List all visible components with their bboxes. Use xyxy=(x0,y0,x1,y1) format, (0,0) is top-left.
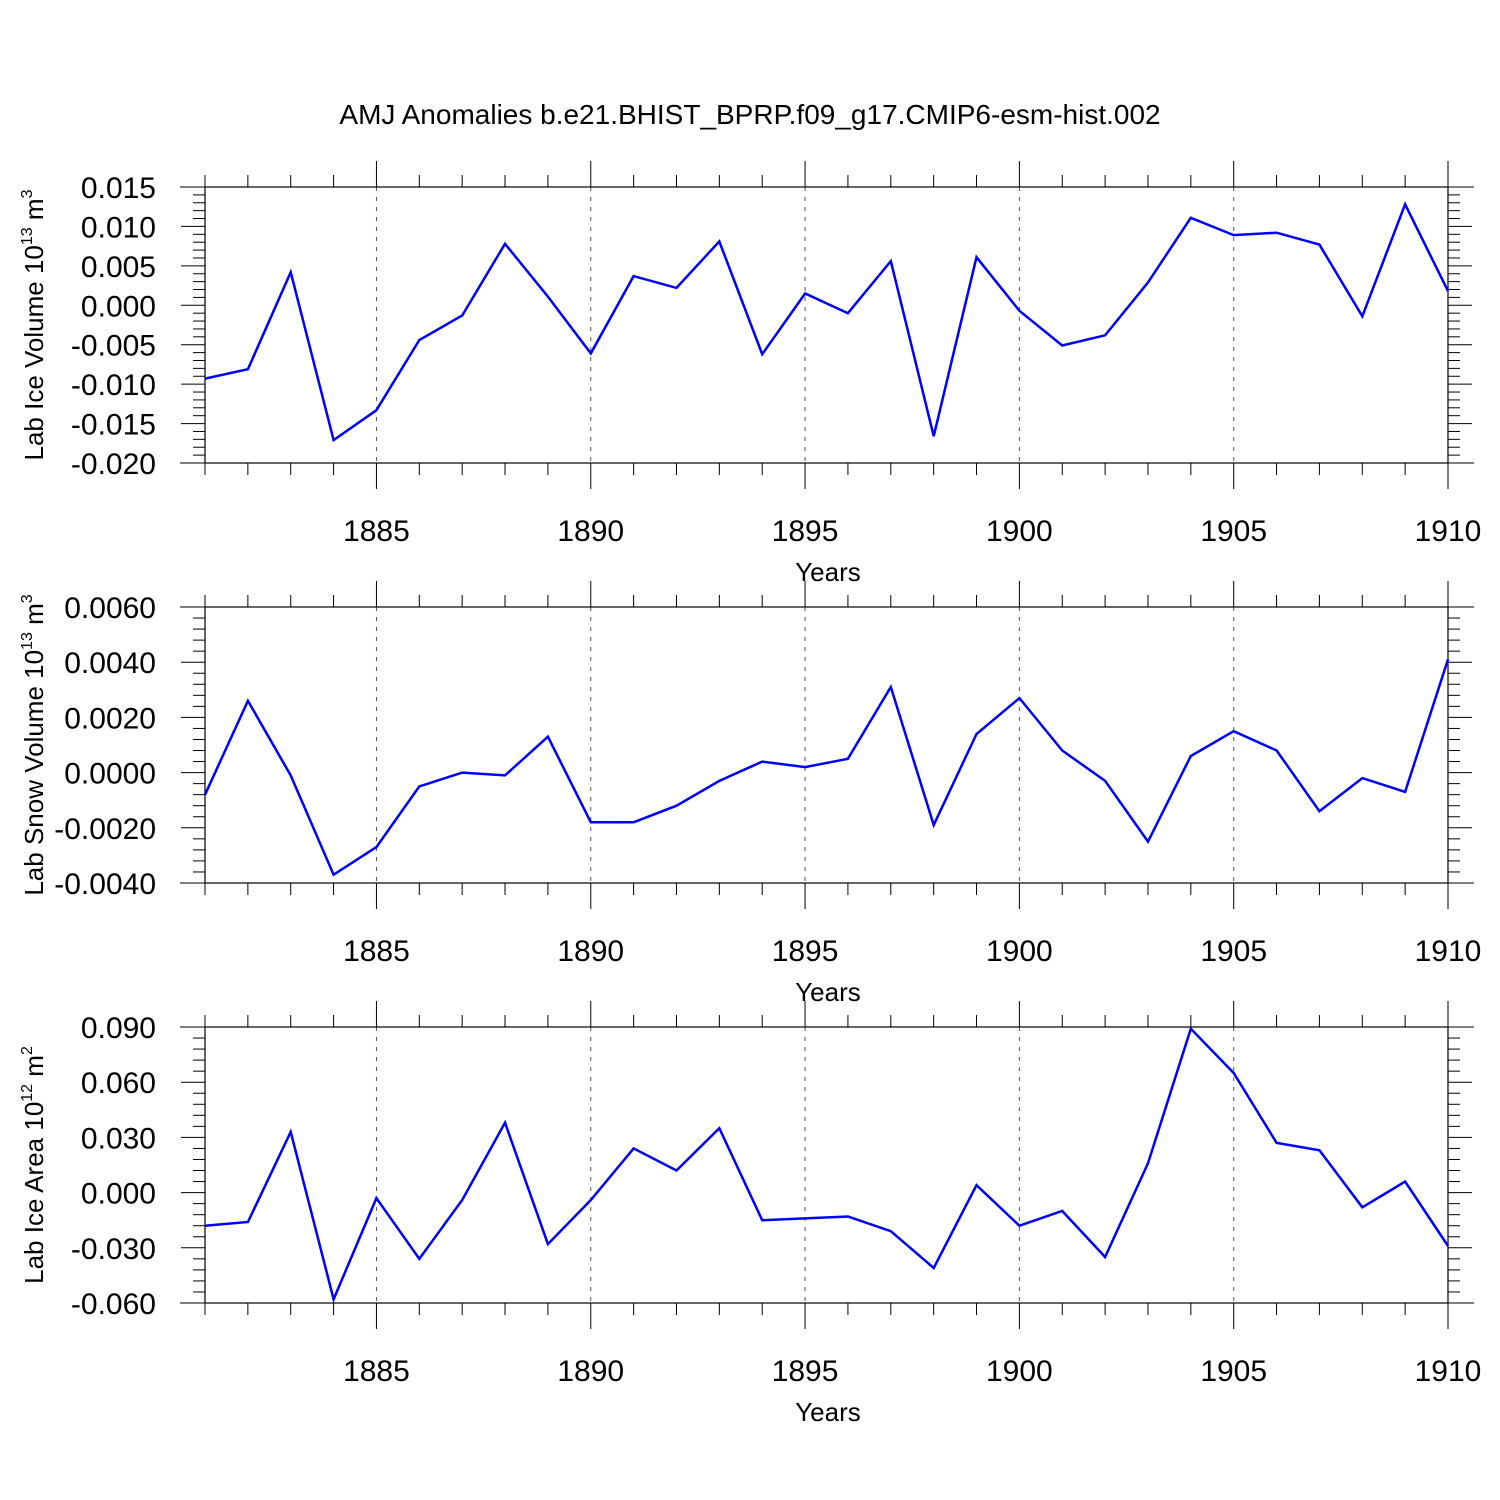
y-tick-label: 0.0040 xyxy=(64,647,156,680)
y-axis-title: Lab Ice Area 1012 m2 xyxy=(19,1046,49,1284)
y-axis-title-exponent: 13 xyxy=(19,227,36,245)
plot-frame xyxy=(204,186,1449,464)
y-tick-label: 0.010 xyxy=(81,211,156,244)
y-tick-label: 0.005 xyxy=(81,251,156,284)
y-axis-title-exponent: 13 xyxy=(19,632,36,650)
x-tick-label: 1885 xyxy=(343,1355,410,1388)
y-tick-label: -0.0020 xyxy=(54,813,156,846)
y-tick-label: -0.020 xyxy=(71,448,156,481)
x-tick-label: 1910 xyxy=(1415,935,1482,968)
x-tick-label: 1910 xyxy=(1415,515,1482,548)
chart-panel-1: 1885 1890 1895 1900 1905 1910 -0.020 -0.015 -0.0… xyxy=(19,161,1481,587)
x-tick-label: 1895 xyxy=(772,1355,839,1388)
y-axis-title-exponent: 12 xyxy=(19,1084,36,1102)
y-tick-label: -0.030 xyxy=(71,1233,156,1266)
y-tick-label: 0.000 xyxy=(81,290,156,323)
y-axis-title: Lab Ice Volume 1013 m3 xyxy=(19,189,49,460)
x-tick-label: 1900 xyxy=(986,515,1053,548)
x-tick-label: 1885 xyxy=(343,935,410,968)
chart-panel-3: 1885 1890 1895 1900 1905 1910 -0.060 -0.030 0.00… xyxy=(19,1001,1481,1427)
y-axis-title-main: Lab Ice Volume 10 xyxy=(19,245,49,460)
y-axis-title-unit-exponent: 3 xyxy=(19,189,36,198)
y-tick-label: 0.000 xyxy=(81,1178,156,1211)
x-axis-title: Years xyxy=(795,977,861,1007)
y-tick-label: -0.005 xyxy=(71,330,156,363)
x-tick-label: 1900 xyxy=(986,935,1053,968)
y-tick-label: 0.0000 xyxy=(64,758,156,791)
y-axis-title: Lab Snow Volume 1013 m3 xyxy=(19,594,49,895)
y-axis-title-unit: m xyxy=(19,1055,49,1084)
chart-panel-2: 1885 1890 1895 1900 1905 1910 -0.0040 -0.0020 0.… xyxy=(19,581,1481,1007)
y-tick-label: 0.0060 xyxy=(64,592,156,625)
y-tick-label: 0.030 xyxy=(81,1122,156,1155)
x-axis-title: Years xyxy=(795,1397,861,1427)
y-tick-label: 0.0020 xyxy=(64,702,156,735)
series-line xyxy=(204,201,1450,443)
y-axis-title-unit-exponent: 2 xyxy=(19,1046,36,1055)
y-tick-label: -0.010 xyxy=(71,369,156,402)
plot-frame xyxy=(204,606,1449,884)
y-tick-label: 0.090 xyxy=(81,1012,156,1045)
x-tick-label: 1890 xyxy=(557,1355,624,1388)
y-axis-title-unit: m xyxy=(19,198,49,227)
x-tick-label: 1900 xyxy=(986,1355,1053,1388)
plot-frame xyxy=(204,1026,1449,1304)
x-tick-label: 1895 xyxy=(772,935,839,968)
x-tick-label: 1910 xyxy=(1415,1355,1482,1388)
x-axis-title: Years xyxy=(795,557,861,587)
y-tick-label: -0.0040 xyxy=(54,868,156,901)
y-axis-title-main: Lab Snow Volume 10 xyxy=(19,650,49,896)
y-tick-label: -0.015 xyxy=(71,409,156,442)
chart-panels: 1885 1890 1895 1900 1905 1910 -0.020 -0.015 -0.0… xyxy=(19,161,1481,1427)
x-tick-label: 1890 xyxy=(557,935,624,968)
y-axis-title-unit: m xyxy=(19,603,49,632)
x-tick-label: 1885 xyxy=(343,515,410,548)
x-tick-label: 1905 xyxy=(1200,1355,1267,1388)
x-tick-label: 1905 xyxy=(1200,935,1267,968)
x-tick-label: 1890 xyxy=(557,515,624,548)
y-axis-title-main: Lab Ice Area 10 xyxy=(19,1102,49,1284)
figure-title: AMJ Anomalies b.e21.BHIST_BPRP.f09_g17.C… xyxy=(339,99,1160,130)
x-tick-label: 1895 xyxy=(772,515,839,548)
series-line xyxy=(203,659,1450,877)
series-line xyxy=(204,1026,1450,1304)
y-tick-label: 0.060 xyxy=(81,1067,156,1100)
x-tick-label: 1905 xyxy=(1200,515,1267,548)
y-tick-label: -0.060 xyxy=(71,1288,156,1321)
y-tick-label: 0.015 xyxy=(81,172,156,205)
y-axis-title-unit-exponent: 3 xyxy=(19,594,36,603)
